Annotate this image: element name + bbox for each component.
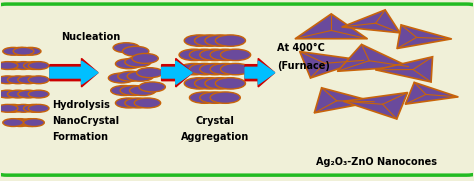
Ellipse shape [215, 35, 246, 46]
Ellipse shape [8, 90, 28, 98]
Ellipse shape [220, 63, 251, 75]
Ellipse shape [118, 71, 144, 81]
Polygon shape [337, 44, 409, 71]
Ellipse shape [3, 47, 24, 55]
Ellipse shape [18, 90, 38, 98]
Polygon shape [375, 57, 433, 82]
Ellipse shape [0, 76, 18, 84]
Ellipse shape [3, 104, 24, 112]
Text: Nucleation: Nucleation [61, 32, 120, 42]
Ellipse shape [195, 78, 225, 89]
Ellipse shape [13, 104, 34, 112]
Ellipse shape [120, 85, 146, 96]
Polygon shape [50, 61, 98, 84]
Ellipse shape [190, 63, 219, 75]
Text: Formation: Formation [52, 132, 108, 142]
Ellipse shape [116, 98, 142, 108]
Polygon shape [300, 52, 364, 78]
Ellipse shape [10, 119, 31, 127]
Ellipse shape [200, 92, 230, 103]
Ellipse shape [200, 63, 230, 75]
Ellipse shape [122, 46, 149, 56]
Text: NanoCrystal: NanoCrystal [52, 116, 119, 126]
Ellipse shape [28, 90, 49, 98]
Polygon shape [397, 25, 452, 49]
Ellipse shape [24, 119, 44, 127]
Ellipse shape [127, 71, 154, 81]
Ellipse shape [28, 76, 49, 84]
Ellipse shape [10, 47, 31, 55]
Text: Ag₂O₃-ZnO Nanocones: Ag₂O₃-ZnO Nanocones [316, 157, 437, 167]
Ellipse shape [24, 62, 44, 70]
Ellipse shape [134, 98, 161, 108]
Ellipse shape [13, 47, 34, 55]
Ellipse shape [210, 49, 240, 61]
Text: Aggregation: Aggregation [181, 132, 249, 142]
Ellipse shape [20, 47, 41, 55]
Ellipse shape [125, 98, 151, 108]
Ellipse shape [125, 57, 151, 67]
Ellipse shape [210, 92, 240, 103]
Ellipse shape [205, 78, 235, 89]
Ellipse shape [109, 73, 135, 83]
Text: (Furnace): (Furnace) [277, 61, 330, 71]
Polygon shape [295, 14, 367, 39]
Ellipse shape [8, 76, 28, 84]
Ellipse shape [28, 62, 49, 70]
FancyBboxPatch shape [0, 4, 474, 175]
Polygon shape [245, 58, 275, 87]
Ellipse shape [13, 62, 34, 70]
Polygon shape [162, 61, 192, 84]
Ellipse shape [3, 119, 24, 127]
Ellipse shape [200, 49, 230, 61]
Ellipse shape [0, 90, 18, 98]
Ellipse shape [3, 62, 24, 70]
Ellipse shape [113, 43, 139, 53]
Text: Crystal: Crystal [195, 116, 234, 126]
Ellipse shape [210, 63, 240, 75]
Polygon shape [50, 58, 98, 87]
Ellipse shape [28, 104, 49, 112]
Ellipse shape [179, 49, 209, 61]
Ellipse shape [20, 119, 41, 127]
Ellipse shape [137, 68, 163, 78]
Polygon shape [344, 92, 408, 119]
Polygon shape [314, 88, 374, 113]
Ellipse shape [184, 78, 214, 89]
Ellipse shape [139, 82, 165, 92]
Polygon shape [245, 61, 275, 84]
Polygon shape [342, 10, 400, 33]
Ellipse shape [18, 76, 38, 84]
Ellipse shape [111, 85, 137, 96]
Ellipse shape [0, 62, 18, 70]
Ellipse shape [0, 104, 18, 112]
Text: Hydrolysis: Hydrolysis [52, 100, 110, 110]
Ellipse shape [179, 63, 209, 75]
Ellipse shape [215, 78, 246, 89]
Ellipse shape [220, 49, 251, 61]
Ellipse shape [132, 53, 158, 63]
Ellipse shape [195, 35, 225, 46]
Ellipse shape [184, 35, 214, 46]
Polygon shape [405, 82, 458, 104]
Polygon shape [162, 58, 192, 87]
Text: At 400°C: At 400°C [277, 43, 325, 53]
Ellipse shape [190, 49, 219, 61]
Ellipse shape [190, 92, 219, 103]
Ellipse shape [205, 35, 235, 46]
Ellipse shape [24, 104, 44, 112]
Ellipse shape [129, 85, 156, 96]
Ellipse shape [116, 59, 142, 69]
